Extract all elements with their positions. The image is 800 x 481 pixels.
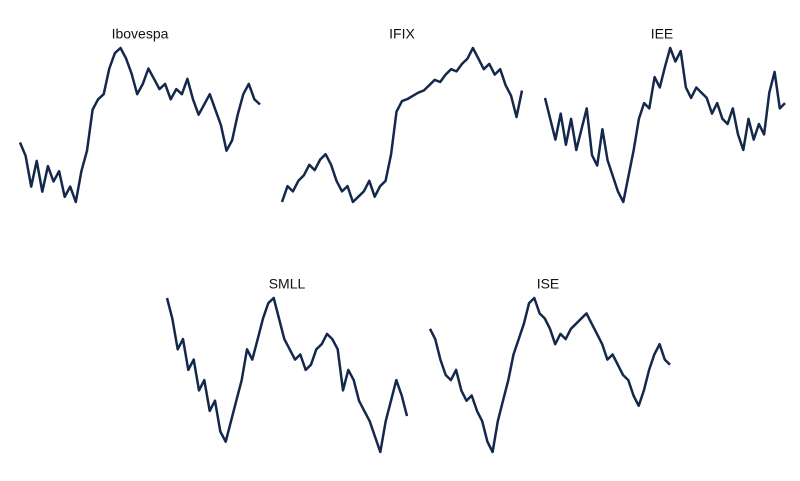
chart-title: ISE xyxy=(537,276,560,292)
chart-title: Ibovespa xyxy=(112,26,169,42)
chart-title: IEE xyxy=(651,26,674,42)
line xyxy=(18,46,261,204)
line xyxy=(543,46,786,204)
chart-title: IFIX xyxy=(389,26,415,42)
line xyxy=(280,46,524,204)
line xyxy=(428,296,671,454)
line xyxy=(165,296,409,454)
chart-title: SMLL xyxy=(269,276,306,292)
